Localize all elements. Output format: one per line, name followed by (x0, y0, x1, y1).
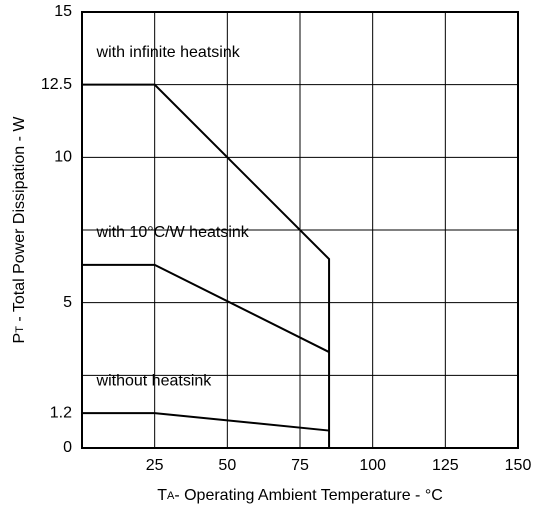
x-label-main: T (157, 487, 167, 504)
plot-frame (81, 11, 519, 449)
y-label-sub: T (14, 326, 26, 333)
x-label-rest: - Operating Ambient Temperature - °C (174, 487, 442, 504)
y-tick-label: 10 (54, 149, 72, 166)
x-tick-label: 125 (432, 457, 459, 474)
y-tick-label: 12.5 (41, 76, 72, 93)
y-tick-label: 0 (63, 439, 72, 456)
y-tick-label: 15 (54, 3, 72, 20)
series-label: with infinite heatsink (96, 44, 241, 61)
x-tick-label: 50 (218, 457, 236, 474)
y-label-rest: - Total Power Dissipation - W (11, 116, 28, 326)
series-line (82, 83, 331, 448)
x-label-sub: A (167, 490, 175, 502)
x-tick-label: 75 (291, 457, 309, 474)
series-label: without heatsink (96, 372, 213, 389)
x-tick-label: 25 (146, 457, 164, 474)
y-tick-label: 1.2 (50, 404, 72, 421)
x-tick-label: 150 (505, 457, 532, 474)
series-line (82, 263, 330, 353)
series-line (82, 412, 330, 432)
y-label-main: P (11, 333, 28, 344)
x-tick-label: 100 (359, 457, 386, 474)
y-tick-label: 5 (63, 294, 72, 311)
y-axis-label: PT - Total Power Dissipation - W (11, 116, 28, 344)
series-label: with 10°C/W heatsink (96, 224, 250, 241)
x-axis-label: TA- Operating Ambient Temperature - °C (157, 487, 443, 504)
